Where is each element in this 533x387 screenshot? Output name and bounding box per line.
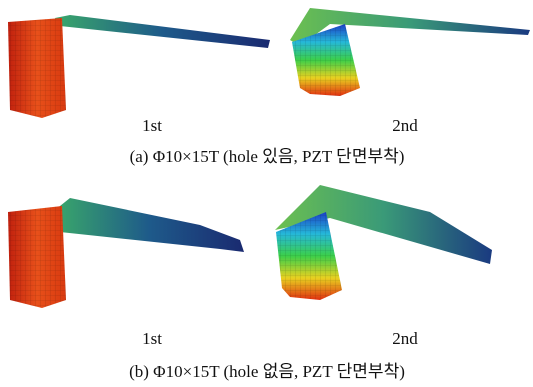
panel-a-images: [8, 8, 530, 118]
caption: (a) Φ10×15T (hole 있음, PZT 단면부착): [130, 147, 405, 166]
panel-b-images: [8, 185, 492, 308]
mode-label: 2nd: [392, 329, 418, 348]
mode-label: 2nd: [392, 116, 418, 135]
mode-label: 1st: [142, 329, 162, 348]
mesh: [8, 18, 66, 118]
caption: (b) Φ10×15T (hole 없음, PZT 단면부착): [129, 362, 405, 381]
mesh: [8, 206, 66, 308]
blade: [55, 15, 270, 48]
mode-label: 1st: [142, 116, 162, 135]
blade: [55, 198, 244, 252]
figure: 1st 2nd (a) Φ10×15T (hole 있음, PZT 단면부착) …: [0, 0, 533, 387]
